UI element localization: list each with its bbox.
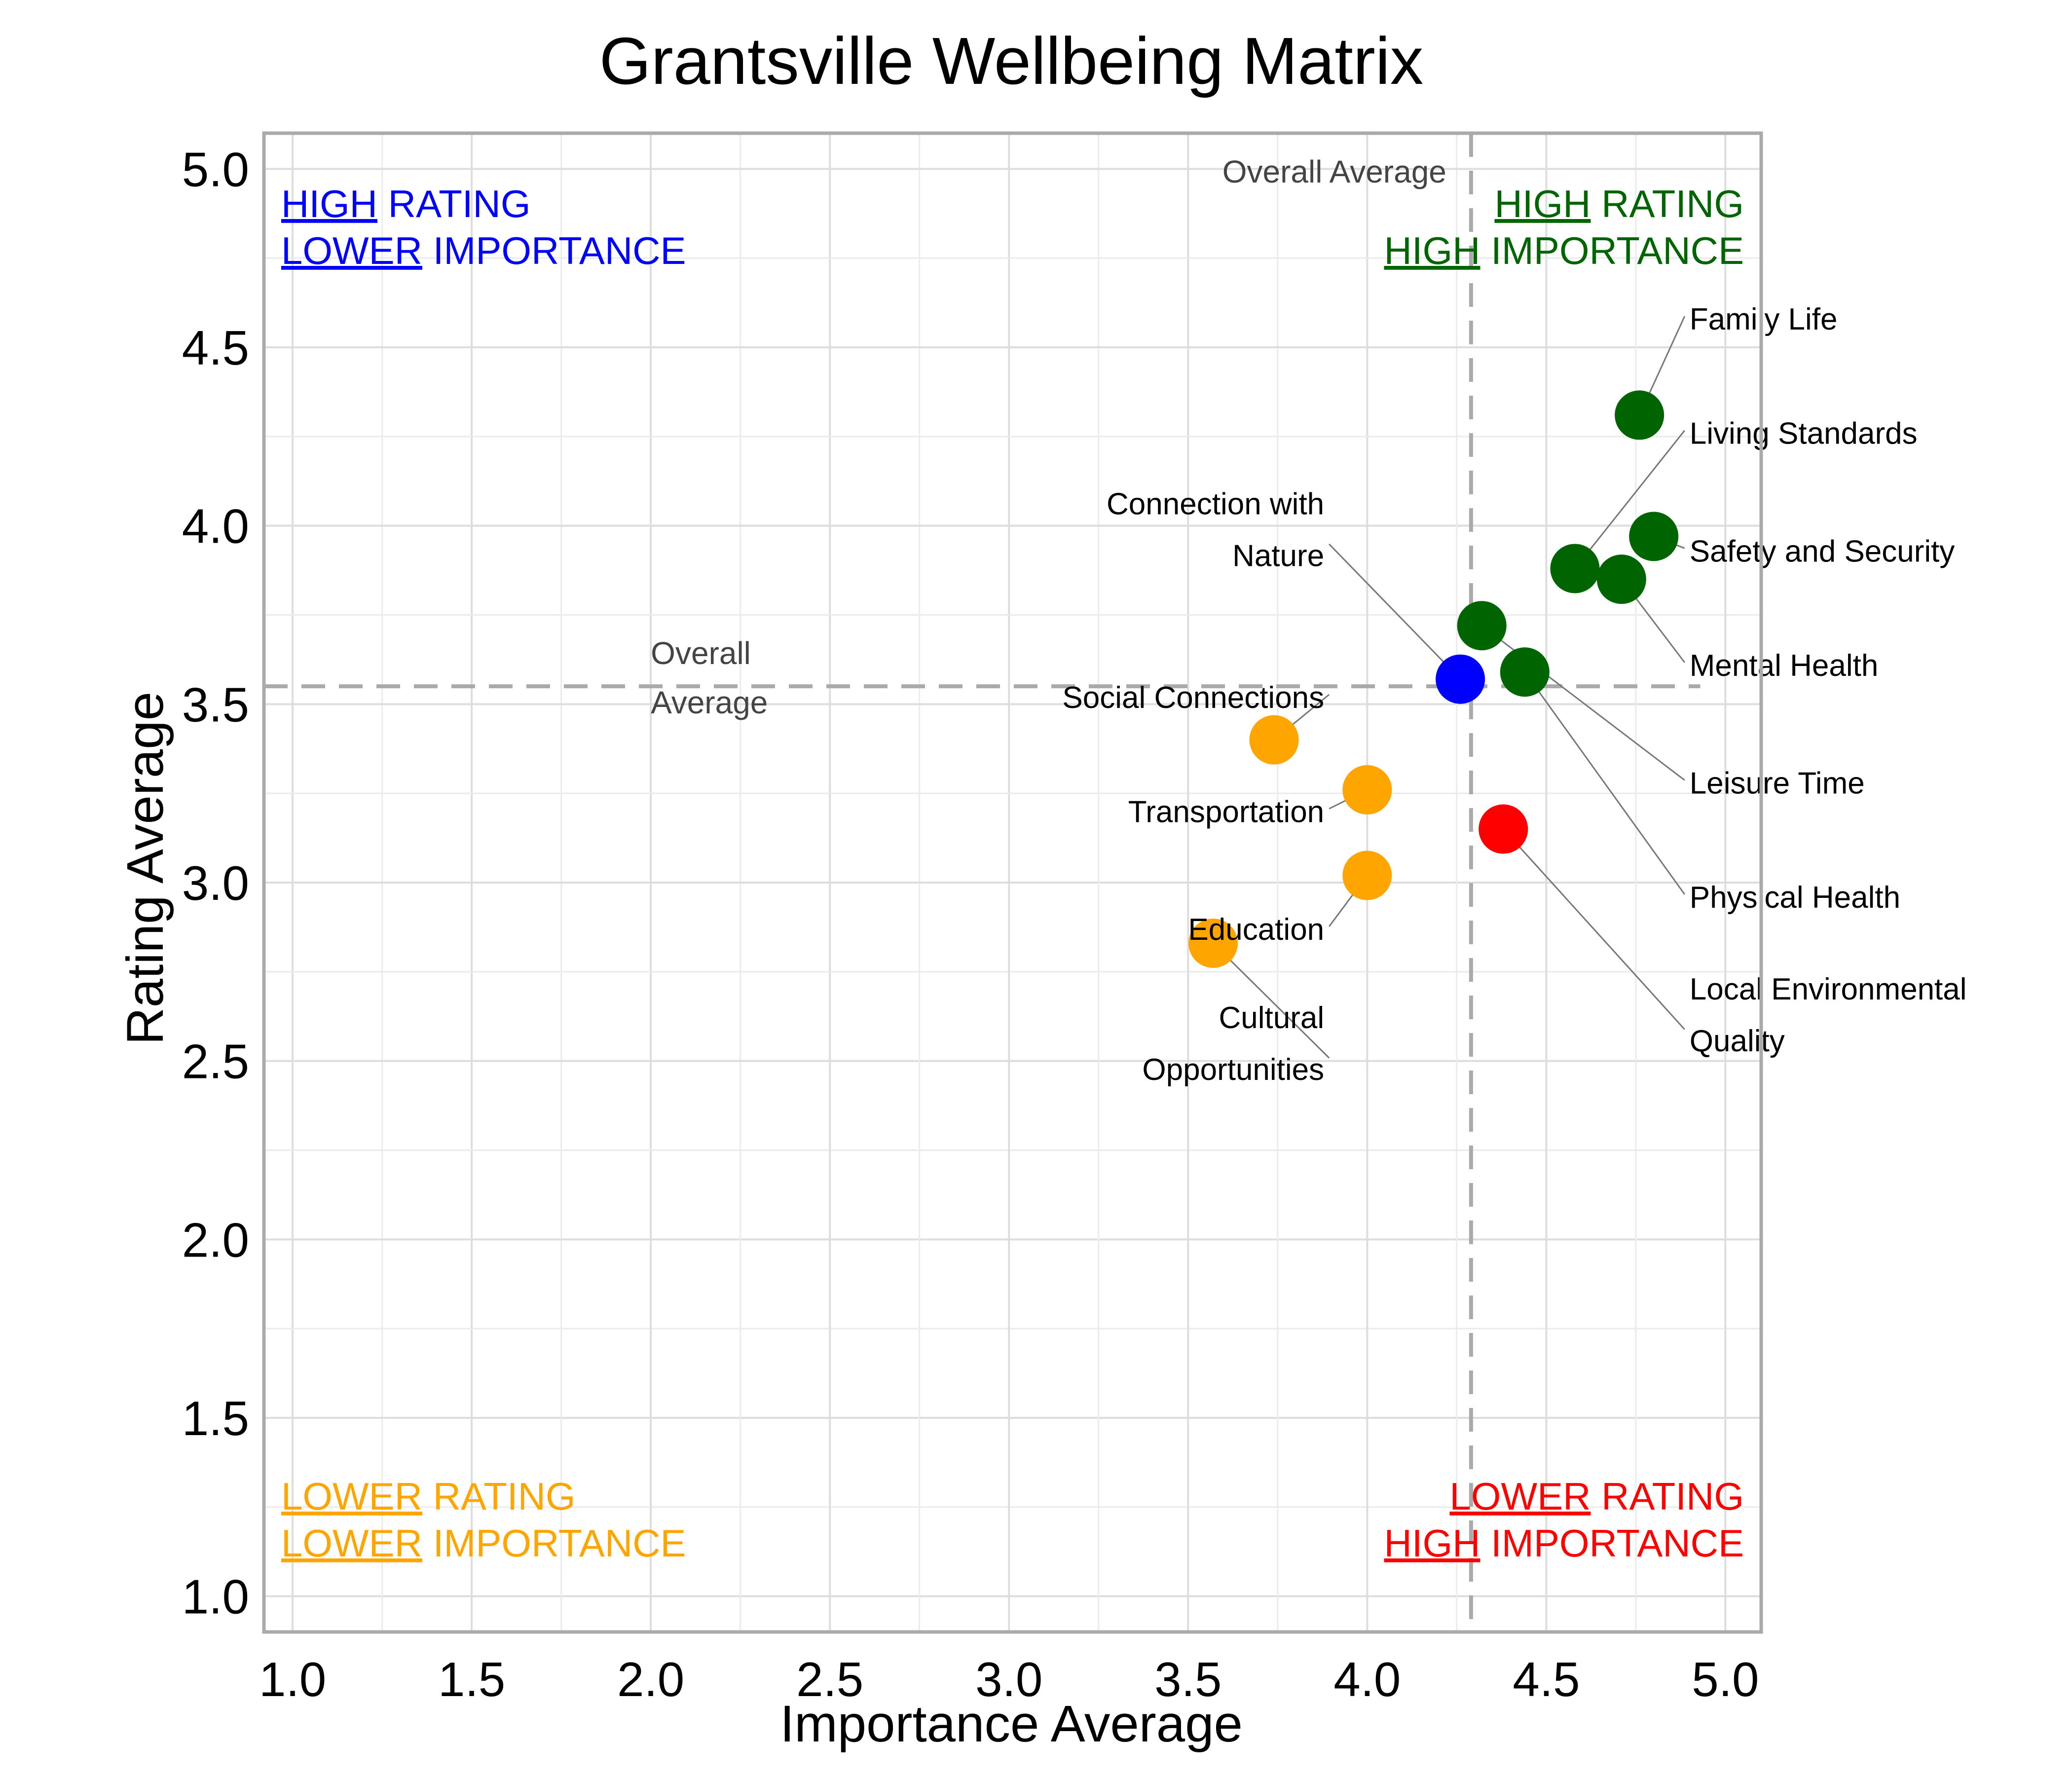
quadrant-label-top-right: HIGH IMPORTANCE bbox=[1384, 229, 1744, 272]
point-label-cultural-opportunities: Cultural bbox=[1219, 1001, 1325, 1035]
point-label-living-standards: Living Standards bbox=[1690, 417, 1918, 451]
point-label-social-connections: Social Connections bbox=[1062, 681, 1324, 715]
x-tick-label: 2.0 bbox=[617, 1652, 684, 1706]
leader-line-living-standards bbox=[1574, 430, 1685, 569]
point-label-safety-and-security: Safety and Security bbox=[1690, 534, 1955, 568]
point-label-connection-with-nature: Nature bbox=[1232, 539, 1324, 573]
leader-line-connection-with-nature bbox=[1329, 543, 1461, 680]
y-tick-label: 3.5 bbox=[182, 677, 249, 732]
y-axis-label: Rating Average bbox=[116, 692, 174, 1045]
x-tick-label: 4.5 bbox=[1513, 1652, 1580, 1706]
x-tick-label: 2.5 bbox=[796, 1652, 863, 1706]
quadrant-label-top-right: HIGH RATING bbox=[1494, 182, 1744, 225]
x-tick-label: 4.0 bbox=[1333, 1652, 1401, 1706]
y-tick-label: 5.0 bbox=[182, 142, 249, 196]
reference-line-horizontal-label: Average bbox=[651, 685, 768, 720]
y-tick-label: 1.5 bbox=[182, 1391, 249, 1445]
point-local-environmental-quality bbox=[1479, 804, 1528, 854]
x-tick-label: 5.0 bbox=[1692, 1652, 1759, 1706]
quadrant-label-top-left: LOWER IMPORTANCE bbox=[281, 229, 686, 272]
point-transportation bbox=[1342, 765, 1392, 814]
point-label-cultural-opportunities: Opportunities bbox=[1142, 1053, 1324, 1087]
point-cultural-opportunities bbox=[1188, 918, 1238, 968]
plot-frame bbox=[262, 131, 1763, 1634]
point-physical-health bbox=[1500, 647, 1550, 697]
x-axis-label: Importance Average bbox=[780, 1695, 1243, 1753]
point-label-leisure-time: Leisure Time bbox=[1690, 766, 1865, 800]
point-label-mental-health: Mental Health bbox=[1690, 649, 1879, 683]
quadrant-label-top-left: HIGH RATING bbox=[281, 182, 531, 225]
y-tick-label: 4.5 bbox=[182, 321, 249, 375]
quadrant-label-bottom-right: HIGH IMPORTANCE bbox=[1384, 1521, 1744, 1565]
leader-line-leisure-time bbox=[1481, 625, 1685, 781]
point-label-transportation: Transportation bbox=[1128, 795, 1324, 829]
point-family-life bbox=[1615, 390, 1665, 440]
chart-title: Grantsville Wellbeing Matrix bbox=[599, 24, 1424, 98]
point-living-standards bbox=[1550, 544, 1600, 593]
x-tick-labels: 1.0 1.5 2.0 2.5 3.0 3.5 4.0 4.5 5.0 bbox=[259, 1652, 1759, 1706]
point-safety-and-security bbox=[1629, 512, 1679, 561]
point-label-physical-health: Physical Health bbox=[1690, 881, 1900, 915]
grid bbox=[264, 133, 1761, 1632]
quadrant-label-bottom-left: LOWER IMPORTANCE bbox=[281, 1521, 686, 1565]
x-tick-label: 1.0 bbox=[259, 1652, 326, 1706]
y-tick-label: 1.0 bbox=[182, 1570, 249, 1624]
leader-line-physical-health bbox=[1524, 671, 1686, 895]
point-connection-with-nature bbox=[1436, 654, 1485, 704]
reference-line-vertical-label: Overall Average bbox=[1222, 154, 1446, 189]
data-points bbox=[1188, 390, 1679, 968]
point-label-connection-with-nature: Connection with bbox=[1107, 487, 1324, 521]
x-tick-label: 3.5 bbox=[1154, 1652, 1221, 1706]
quadrant-label-bottom-left: LOWER RATING bbox=[281, 1475, 576, 1518]
leader-line-local-environmental-quality bbox=[1503, 828, 1685, 1030]
x-tick-label: 1.5 bbox=[438, 1652, 505, 1706]
y-tick-label: 3.0 bbox=[182, 856, 249, 910]
y-tick-label: 2.0 bbox=[182, 1213, 249, 1267]
y-tick-label: 2.5 bbox=[182, 1035, 249, 1089]
point-label-local-environmental-quality: Local Environmental bbox=[1690, 972, 1967, 1006]
point-labels: Family Life Living Standards Safety and Se… bbox=[1062, 302, 1966, 1087]
y-tick-labels: 1.0 1.5 2.0 2.5 3.0 3.5 4.0 4.5 5.0 bbox=[182, 142, 249, 1624]
y-tick-label: 4.0 bbox=[182, 499, 249, 554]
reference-lines: Overall Average Overall Average bbox=[264, 133, 1701, 1632]
quadrant-label-bottom-right: LOWER RATING bbox=[1449, 1475, 1744, 1518]
point-label-local-environmental-quality: Quality bbox=[1690, 1024, 1785, 1058]
point-social-connections bbox=[1249, 715, 1299, 765]
point-mental-health bbox=[1596, 555, 1646, 604]
point-leisure-time bbox=[1457, 601, 1507, 651]
leader-line-cultural-opportunities bbox=[1213, 942, 1330, 1059]
point-education bbox=[1342, 851, 1392, 900]
reference-line-horizontal-label: Overall bbox=[651, 635, 751, 671]
point-label-education: Education bbox=[1188, 913, 1324, 947]
point-label-family-life: Family Life bbox=[1690, 302, 1838, 336]
x-tick-label: 3.0 bbox=[975, 1652, 1042, 1706]
